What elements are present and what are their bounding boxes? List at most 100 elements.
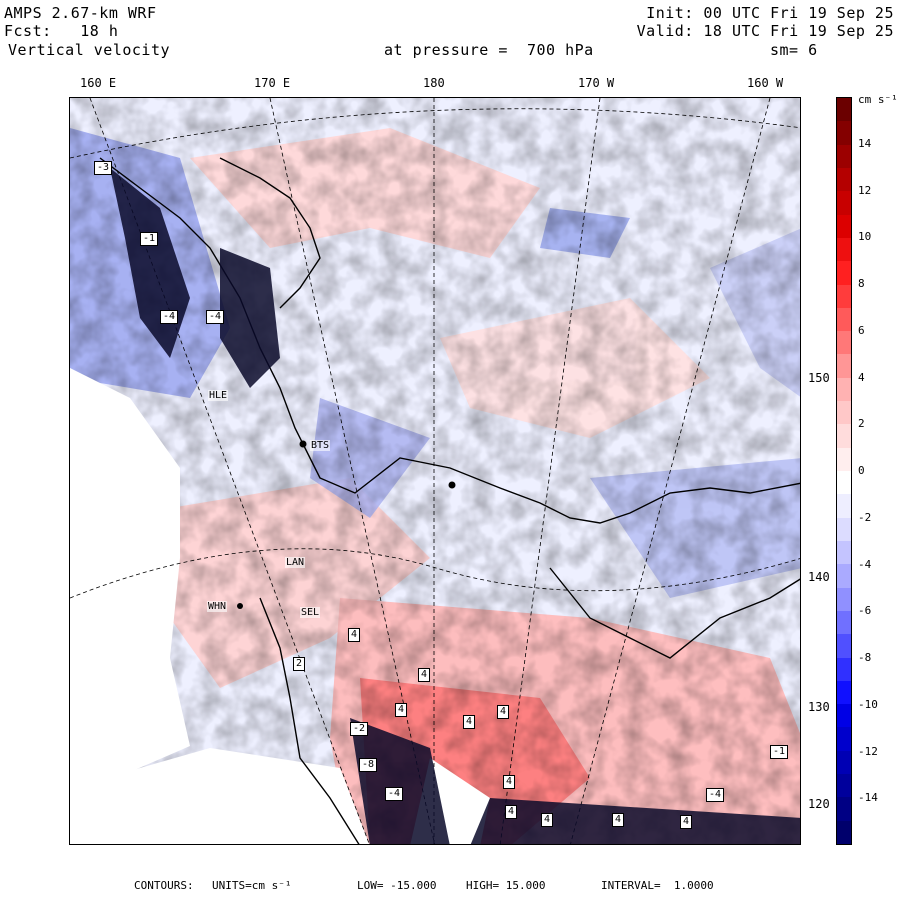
colorbar-tick-label: 0: [858, 464, 865, 477]
contour-label: 4: [612, 813, 625, 827]
colorbar-segment: [837, 284, 851, 308]
colorbar-segment: [837, 820, 851, 844]
contour-label: 4: [463, 715, 476, 729]
terrain-south: [350, 718, 450, 844]
contour-label: -2: [350, 722, 369, 736]
station-marker-bts: [299, 440, 307, 448]
colorbar-tick-label: -10: [858, 697, 878, 711]
contour-label: -3: [94, 161, 113, 175]
contour-label: -4: [206, 310, 225, 324]
contour-label: -1: [770, 745, 789, 759]
colorbar-segment: [837, 610, 851, 635]
colorbar-segment: [837, 471, 851, 495]
colorbar-segment: [837, 98, 851, 122]
footer-low: LOW= -15.000: [357, 879, 437, 892]
forecast-hour: Fcst: 18 h: [4, 22, 119, 40]
colorbar-segment: [837, 494, 851, 518]
colorbar-segment: [837, 214, 851, 238]
colorbar-segment: [837, 167, 851, 192]
colorbar-tick-label: 14: [858, 136, 872, 150]
contour-label: 4: [497, 705, 510, 719]
contour-label: 4: [503, 775, 516, 789]
nodata-west: [70, 368, 190, 798]
footer-high: HIGH= 15.000: [466, 879, 546, 892]
colorbar-tick-label: -6: [858, 604, 872, 618]
contour-label: 4: [348, 628, 361, 642]
pressure-level: at pressure = 700 hPa: [384, 41, 594, 59]
colorbar-tick-label: -12: [858, 744, 878, 758]
parallel-south: [70, 548, 800, 599]
colorbar-segment: [837, 424, 851, 448]
colorbar-segment: [837, 774, 851, 798]
station-sel: SEL: [300, 607, 321, 618]
station-whn: WHN: [207, 601, 228, 612]
contour-label: 4: [505, 805, 518, 819]
contour-label: 4: [680, 815, 693, 829]
station-marker-whn: [237, 603, 243, 609]
contour-label: 4: [418, 668, 431, 682]
colorbar-tick-label: 10: [858, 230, 872, 244]
station-hle: HLE: [208, 390, 229, 401]
colorbar-tick-label: -2: [858, 510, 872, 524]
footer-units: UNITS=cm s⁻¹: [212, 879, 292, 892]
colorbar-tick-label: 8: [858, 277, 865, 290]
vertical-velocity-map: [70, 98, 800, 844]
colorbar-segment: [837, 237, 851, 262]
station-bts: BTS: [310, 440, 331, 451]
colorbar-segment: [837, 517, 851, 541]
station-marker-mid: [448, 481, 456, 489]
model-title: AMPS 2.67-km WRF: [4, 4, 157, 22]
valid-time: Valid: 18 UTC Fri 19 Sep 25: [636, 22, 894, 40]
colorbar-segment: [837, 727, 851, 751]
colorbar-segment: [837, 657, 851, 681]
meridian-170e: [269, 98, 435, 844]
lon-label-170e: 170 E: [254, 76, 291, 90]
contour-label: -8: [359, 758, 378, 772]
contour-label: 4: [541, 813, 554, 827]
init-time: Init: 00 UTC Fri 19 Sep 25: [646, 4, 894, 22]
colorbar-tick-label: 2: [858, 417, 865, 431]
footer-contours-label: CONTOURS:: [134, 879, 194, 892]
parallel-north: [70, 108, 800, 159]
colorbar-segment: [837, 797, 851, 821]
colorbar-tick-label: -4: [858, 557, 872, 571]
footer-interval: INTERVAL= 1.0000: [601, 879, 714, 892]
colorbar-segment: [837, 564, 851, 588]
terrain-ross-island: [220, 248, 280, 388]
colorbar-segment: [837, 331, 851, 355]
colorbar-segment: [837, 447, 851, 471]
marie-byrd-coast: [549, 567, 800, 659]
speckle-texture: [70, 98, 800, 844]
colorbar-segment: [837, 587, 851, 611]
contour-label: 4: [395, 703, 408, 717]
station-markers: [237, 440, 456, 609]
colorbar-segment: [837, 121, 851, 145]
smoothing: sm= 6: [770, 41, 818, 59]
steep-terrain: [110, 168, 800, 844]
colorbar-segment: [837, 680, 851, 705]
colorbar-segment: [837, 191, 851, 215]
colorbar: [836, 97, 852, 845]
map-panel: [69, 97, 801, 845]
contour-label: -4: [385, 787, 404, 801]
colorbar-segment: [837, 401, 851, 425]
colorbar-segment: [837, 634, 851, 658]
colorbar-segment: [837, 261, 851, 285]
colorbar-tick-label: 6: [858, 323, 865, 337]
colorbar-tick-label: 12: [858, 183, 872, 197]
colorbar-segment: [837, 354, 851, 378]
colorbar-segment: [837, 750, 851, 775]
colorbar-segment: [837, 704, 851, 728]
victoria-land-coast: [219, 157, 321, 309]
contour-label: -1: [140, 232, 159, 246]
field-name: Vertical velocity: [8, 41, 171, 59]
lon-label-170w: 170 W: [578, 76, 615, 90]
station-lan: LAN: [285, 557, 306, 568]
colorbar-tick-label: -8: [858, 651, 872, 664]
terrain-southeast: [470, 798, 800, 844]
colorbar-segment: [837, 377, 851, 402]
colorbar-segment: [837, 540, 851, 565]
colorbar-segment: [837, 307, 851, 332]
transantarctic-front: [259, 597, 360, 844]
nodata-southwest: [70, 748, 370, 844]
